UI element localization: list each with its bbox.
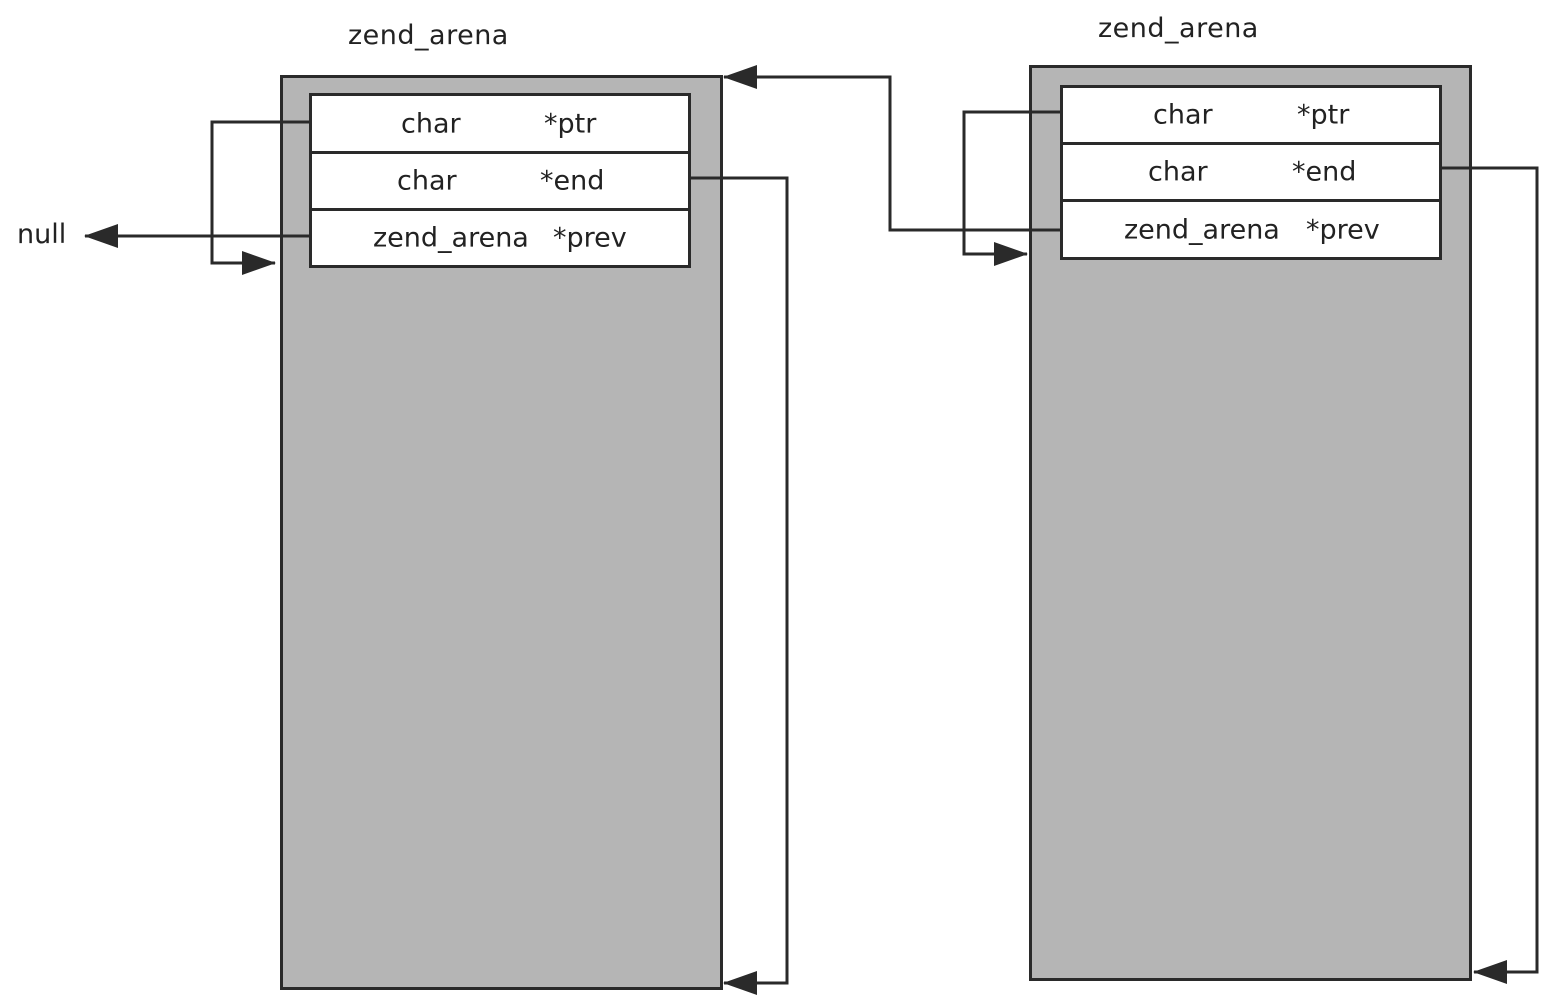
right-arena-header: char *ptr char *end zend_arena *prev	[1060, 85, 1442, 260]
left-field-prev-name: *prev	[553, 222, 627, 254]
right-ptr-arrow	[962, 110, 1060, 266]
left-field-end: char *end	[312, 154, 688, 211]
right-field-end-name: *end	[1292, 156, 1357, 188]
left-field-prev-type: zend_arena	[373, 222, 529, 254]
left-field-ptr-type: char	[401, 108, 461, 139]
right-field-ptr-name: *ptr	[1297, 99, 1350, 131]
right-arena-title: zend_arena	[1098, 13, 1259, 44]
left-field-ptr: char *ptr	[312, 96, 688, 154]
left-field-end-name: *end	[540, 165, 605, 197]
left-arena-title: zend_arena	[348, 20, 509, 51]
null-label: null	[17, 219, 67, 250]
left-ptr-arrow	[210, 120, 309, 275]
right-field-ptr-type: char	[1153, 99, 1213, 131]
right-prev-arrow	[723, 65, 1060, 232]
right-field-prev: zend_arena *prev	[1063, 202, 1439, 257]
right-field-prev-name: *prev	[1306, 214, 1380, 245]
right-field-end: char *end	[1063, 145, 1439, 202]
right-field-prev-type: zend_arena	[1124, 214, 1280, 245]
left-end-arrow	[691, 176, 789, 995]
right-end-arrow	[1442, 166, 1539, 984]
right-field-ptr: char *ptr	[1063, 88, 1439, 145]
right-field-end-type: char	[1148, 156, 1208, 188]
left-field-end-type: char	[397, 165, 457, 197]
left-field-ptr-name: *ptr	[544, 108, 597, 139]
left-arena-header: char *ptr char *end zend_arena *prev	[309, 93, 691, 268]
left-field-prev: zend_arena *prev	[312, 211, 688, 265]
